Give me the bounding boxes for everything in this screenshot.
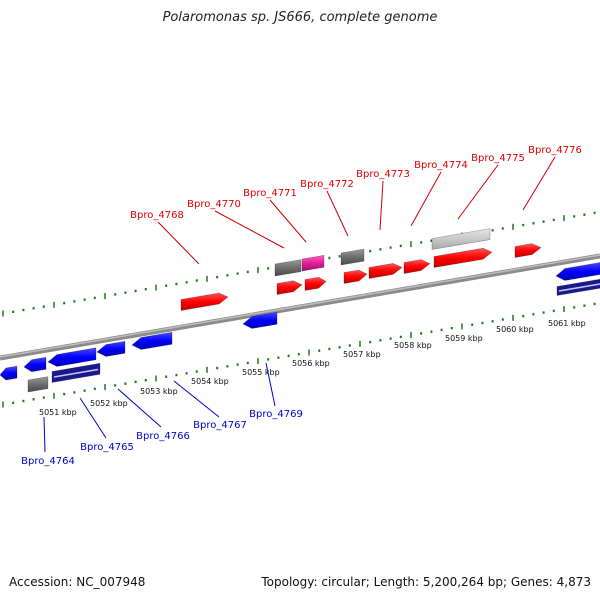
gene-box[interactable] — [340, 248, 365, 266]
gene-label-bpro-4767[interactable]: Bpro_4767 — [193, 420, 247, 431]
forward-gene-arrow[interactable] — [403, 259, 431, 274]
kbp-label: 5051 kbp — [39, 408, 77, 417]
gene-label-bpro-4768[interactable]: Bpro_4768 — [130, 210, 184, 221]
kbp-scale: 5051 kbp 5052 kbp 5053 kbp 5054 kbp 5055… — [39, 319, 586, 417]
gene-label-bpro-4771[interactable]: Bpro_4771 — [243, 188, 297, 199]
gene-label-bpro-4775[interactable]: Bpro_4775 — [471, 153, 525, 164]
forward-gene-arrow[interactable] — [514, 243, 542, 258]
gene-stripe — [53, 368, 99, 378]
forward-gene-arrow[interactable] — [433, 247, 493, 268]
kbp-label: 5059 kbp — [445, 334, 483, 343]
forward-leaders — [157, 156, 556, 265]
reverse-leaders — [43, 362, 276, 453]
reverse-gene-arrow[interactable] — [131, 331, 173, 350]
kbp-label: 5058 kbp — [394, 341, 432, 350]
gene-stripe — [558, 283, 600, 292]
map-title: Polaromonas sp. JS666, complete genome — [162, 10, 438, 25]
gene-label-bpro-4766[interactable]: Bpro_4766 — [136, 431, 190, 442]
reverse-gene-arrow[interactable] — [242, 311, 278, 329]
reverse-gene-arrow[interactable] — [0, 365, 18, 381]
gene-label-bpro-4772[interactable]: Bpro_4772 — [300, 179, 354, 190]
forward-gene-arrow[interactable] — [304, 276, 327, 291]
kbp-label: 5060 kbp — [496, 325, 534, 334]
gene-label-bpro-4770[interactable]: Bpro_4770 — [187, 199, 241, 210]
topology-text: Topology: circular; Length: 5,200,264 bp… — [261, 575, 591, 589]
gene-box[interactable] — [274, 259, 302, 277]
forward-gene-arrow[interactable] — [343, 269, 368, 284]
gene-box[interactable] — [431, 228, 491, 250]
forward-gene-arrow[interactable] — [180, 292, 229, 311]
forward-gene-arrow[interactable] — [368, 263, 403, 279]
kbp-label: 5054 kbp — [191, 377, 229, 386]
accession-text: Accession: NC_007948 — [9, 575, 146, 589]
reverse-gene-arrow[interactable] — [555, 262, 600, 281]
reverse-tick-track — [2, 302, 596, 408]
gene-features — [0, 228, 600, 393]
kbp-label: 5056 kbp — [292, 359, 330, 368]
gene-label-bpro-4769[interactable]: Bpro_4769 — [249, 409, 303, 420]
gene-label-bpro-4774[interactable]: Bpro_4774 — [414, 160, 468, 171]
gene-label-bpro-4765[interactable]: Bpro_4765 — [80, 442, 134, 453]
kbp-label: 5052 kbp — [90, 399, 128, 408]
kbp-label: 5057 kbp — [343, 350, 381, 359]
gene-label-bpro-4776[interactable]: Bpro_4776 — [528, 145, 582, 156]
gene-box[interactable] — [301, 254, 325, 272]
reverse-gene-arrow[interactable] — [96, 340, 126, 357]
reverse-gene-arrow[interactable] — [47, 347, 97, 367]
kbp-label: 5053 kbp — [140, 387, 178, 396]
gene-label-bpro-4764[interactable]: Bpro_4764 — [21, 456, 75, 467]
kbp-label: 5061 kbp — [548, 319, 586, 328]
gene-box[interactable] — [27, 376, 49, 393]
kbp-label: 5055 kbp — [242, 368, 280, 377]
gene-label-bpro-4773[interactable]: Bpro_4773 — [356, 169, 410, 180]
forward-gene-arrow[interactable] — [276, 280, 303, 295]
reverse-gene-arrow[interactable] — [23, 356, 47, 373]
genome-backbone — [0, 253, 600, 361]
